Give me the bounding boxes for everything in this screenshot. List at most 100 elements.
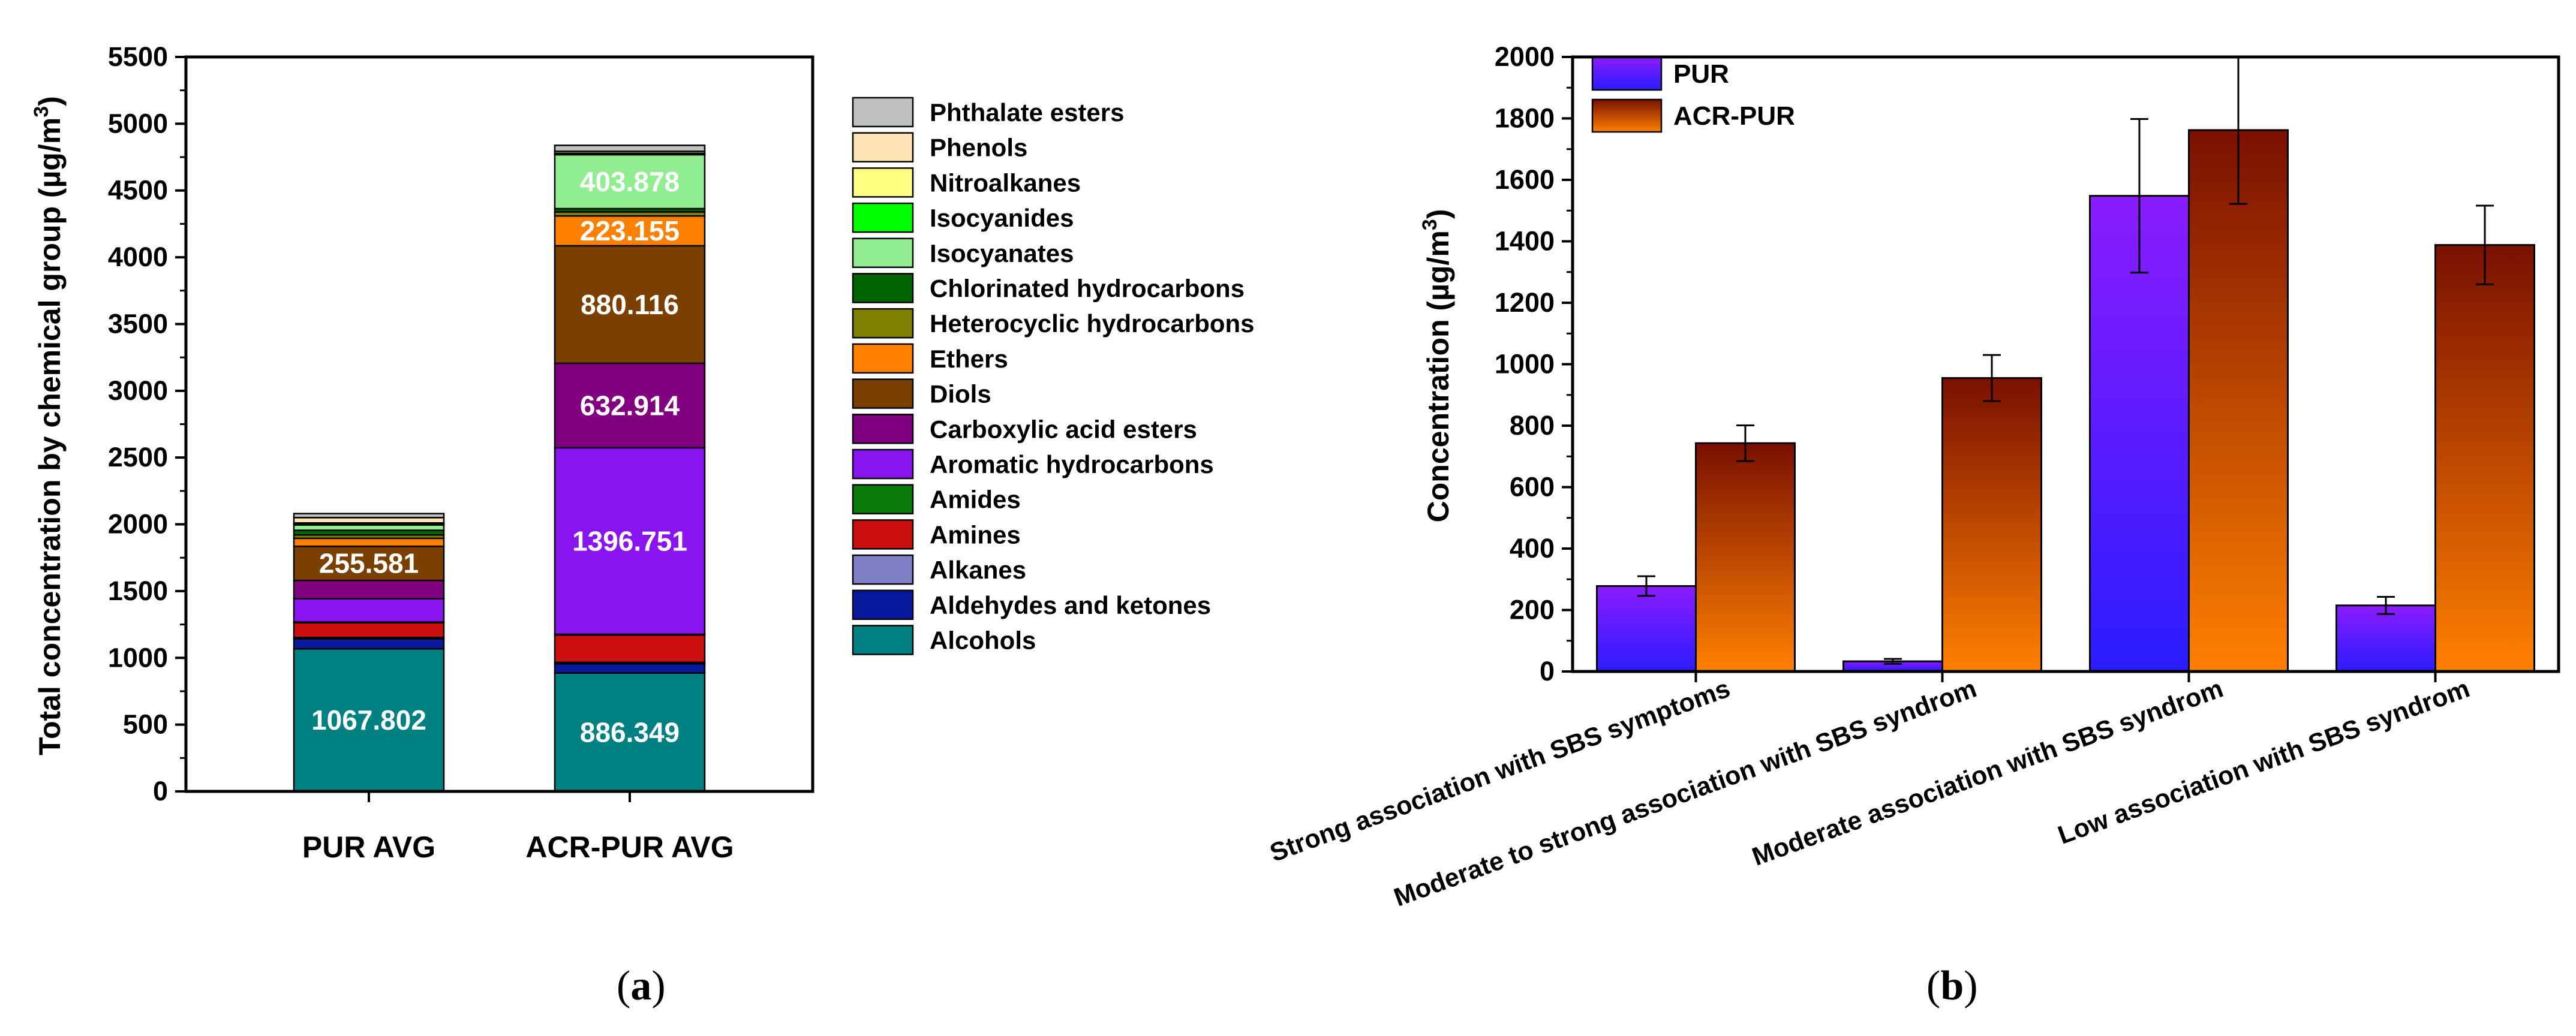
panel-b-y-tick-label: 200	[1510, 595, 1555, 625]
legend-label-carboxylic-acid-esters: Carboxylic acid esters	[930, 415, 1197, 443]
legend-label-chlorinated-hydrocarbons: Chlorinated hydrocarbons	[930, 275, 1245, 303]
data-label-diols-pur-avg: 255.581	[319, 548, 419, 579]
panel-b-y-tick-label: 1800	[1495, 103, 1555, 134]
legend-swatch-pur	[1591, 56, 1663, 91]
panel-a-legend: Phthalate esters Phenols Nitroalkanes Isocy…	[852, 97, 1255, 655]
panel-a-plot-frame	[184, 55, 814, 793]
legend-label-nitroalkanes: Nitroalkanes	[930, 168, 1081, 197]
bar-segment-isocyanates-pur-avg	[293, 524, 445, 531]
data-label-alcohols-pur-avg: 1067.802	[311, 704, 426, 736]
legend-swatch-carboxylic-acid-esters	[852, 414, 914, 444]
legend-swatch-acr-pur	[1591, 98, 1663, 133]
legend-label-amides: Amides	[930, 486, 1021, 514]
panel-a-y-tick-label: 4500	[108, 175, 168, 206]
bar-acr-pur-moderate-to-strong-association-with-sbs-syndrom	[1941, 377, 2042, 673]
bar-segment-phthalate-esters-pur-avg	[293, 513, 445, 519]
panel-b-y-tick-label: 2000	[1495, 41, 1555, 72]
legend-swatch-aldehydes-and-ketones	[852, 589, 914, 621]
legend-label-phenols: Phenols	[930, 134, 1027, 162]
data-label-alcohols-acr-pur-avg: 886.349	[580, 716, 680, 748]
legend-label-alcohols: Alcohols	[930, 627, 1036, 655]
panel-a-x-tick-label: ACR-PUR AVG	[525, 830, 734, 864]
panel-b-x-tick-label: Moderate association with SBS syndrom	[1748, 674, 2227, 872]
legend-swatch-aromatic-hydrocarbons	[852, 448, 914, 480]
legend-label-aldehydes-and-ketones: Aldehydes and ketones	[930, 591, 1211, 619]
panel-a-y-tick-label: 2500	[108, 442, 168, 472]
panel-a-y-tick-label: 5000	[108, 108, 168, 138]
legend-swatch-phenols	[852, 132, 914, 162]
panel-b-legend: PUR ACR-PUR	[1591, 56, 1795, 133]
bar-acr-pur-low-association-with-sbs-syndrom	[2434, 244, 2535, 673]
legend-swatch-alcohols	[852, 625, 914, 655]
panel-a-y-tick-label: 4000	[108, 242, 168, 272]
panel-a-y-tick-label: 2000	[108, 509, 168, 540]
data-label-carboxylic-acid-esters-acr-pur-avg: 632.914	[580, 390, 680, 421]
legend-swatch-nitroalkanes	[852, 167, 914, 198]
panel-b-x-tick-label: Strong association with SBS symptoms	[1266, 674, 1734, 868]
bar-segment-amines-pur-avg	[293, 622, 445, 639]
legend-swatch-amines	[852, 519, 914, 550]
legend-swatch-amides	[852, 484, 914, 514]
data-label-isocyanates-acr-pur-avg: 403.878	[580, 166, 680, 197]
legend-swatch-chlorinated-hydrocarbons	[852, 273, 914, 303]
panel-b-y-tick-label: 400	[1510, 533, 1555, 564]
panel-a-y-tick-label: 1000	[108, 642, 168, 673]
bar-segment-diols-pur-avg	[293, 545, 445, 582]
panel-b-y-tick-label: 1600	[1495, 164, 1555, 195]
bar-segment-phthalate-esters-acr-pur-avg	[554, 144, 706, 152]
legend-swatch-alkanes	[852, 554, 914, 585]
legend-label-pur: PUR	[1673, 59, 1729, 89]
bar-segment-amines-acr-pur-avg	[554, 634, 706, 664]
caption-b-open: (	[1926, 963, 1941, 1009]
legend-label-heterocyclic-hydrocarbons: Heterocyclic hydrocarbons	[930, 309, 1255, 338]
bar-acr-pur-strong-association-with-sbs-symptoms	[1695, 442, 1796, 673]
panel-a-y-tick-label: 3000	[108, 375, 168, 406]
legend-swatch-isocyanides	[852, 202, 914, 233]
legend-label-acr-pur: ACR-PUR	[1673, 101, 1795, 131]
data-label-ethers-acr-pur-avg: 223.155	[580, 215, 680, 246]
data-label-aromatic-hydrocarbons-acr-pur-avg: 1396.751	[572, 525, 687, 556]
bar-acr-pur-moderate-association-with-sbs-syndrom	[2188, 129, 2289, 673]
bar-pur-strong-association-with-sbs-symptoms	[1596, 585, 1697, 673]
legend-label-ethers: Ethers	[930, 345, 1008, 373]
bar-segment-ethers-pur-avg	[293, 537, 445, 547]
panel-a-x-tick-label: PUR AVG	[302, 830, 435, 864]
caption-a: (a)	[617, 962, 666, 1010]
legend-swatch-phthalate-esters	[852, 97, 914, 128]
bar-segment-aldehydes-and-ketones-acr-pur-avg	[554, 662, 706, 674]
bar-segment-alcohols-pur-avg	[293, 648, 445, 793]
bar-segment-carboxylic-acid-esters-pur-avg	[293, 579, 445, 600]
panel-b-y-tick-label: 1400	[1495, 226, 1555, 257]
panel-a-y-tick-label: 3500	[108, 308, 168, 339]
legend-label-aromatic-hydrocarbons: Aromatic hydrocarbons	[930, 450, 1214, 478]
panel-b-grouped-chart: 0 200 400 600 800 1000 1200 1400 1600 1800 2000 St…	[1266, 41, 2560, 912]
legend-label-amines: Amines	[930, 520, 1021, 549]
caption-b-close: )	[1964, 963, 1978, 1009]
legend-label-isocyanates: Isocyanates	[930, 239, 1074, 267]
panel-a-stacked-chart: 1067.802 255.581 886.349 1396.751 632.914 880…	[30, 41, 1255, 864]
legend-swatch-ethers	[852, 343, 914, 374]
caption-a-open: (	[617, 963, 631, 1009]
legend-swatch-isocyanates	[852, 237, 914, 269]
bar-segment-aldehydes-and-ketones-pur-avg	[293, 638, 445, 650]
legend-label-phthalate-esters: Phthalate esters	[930, 98, 1124, 127]
bar-segment-ethers-acr-pur-avg	[554, 215, 706, 247]
panel-b-x-tick-label: Low association with SBS syndrom	[2054, 674, 2473, 850]
caption-a-close: )	[651, 963, 666, 1009]
panel-a-y-tick-label: 1500	[108, 576, 168, 606]
caption-b-letter: b	[1940, 963, 1964, 1009]
panel-a-y-tick-label: 5500	[108, 41, 168, 72]
panel-a-y-tick-label: 500	[123, 709, 168, 740]
legend-label-diols: Diols	[930, 380, 991, 408]
legend-label-isocyanides: Isocyanides	[930, 204, 1074, 232]
panel-a-y-axis-label: Total concentration by chemical group (µ…	[30, 96, 67, 755]
panel-a-y-tick-label: 0	[153, 776, 168, 806]
panel-b-y-tick-label: 0	[1540, 656, 1555, 686]
legend-swatch-heterocyclic-hydrocarbons	[852, 308, 914, 339]
panel-b-y-tick-label: 600	[1510, 472, 1555, 502]
panel-b-y-tick-label: 1200	[1495, 287, 1555, 318]
data-label-diols-acr-pur-avg: 880.116	[581, 289, 679, 320]
panel-b-y-tick-label: 800	[1510, 410, 1555, 441]
panel-b-y-tick-label: 1000	[1495, 349, 1555, 380]
